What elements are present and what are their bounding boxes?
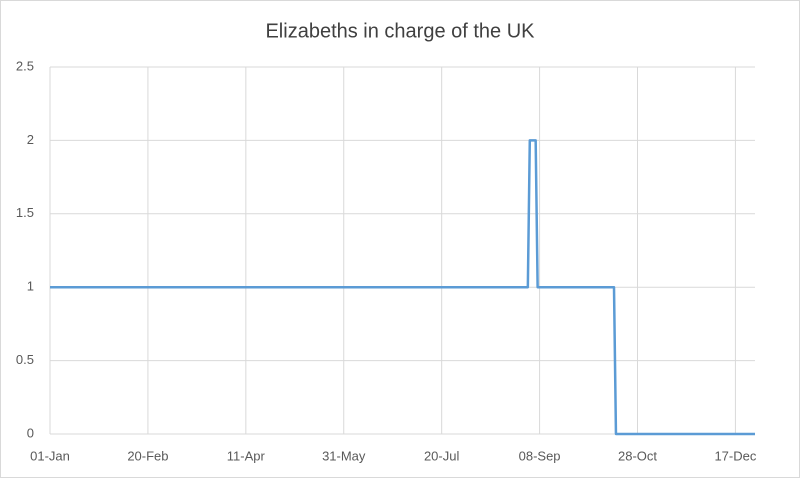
chart-title: Elizabeths in charge of the UK	[265, 20, 535, 42]
data-line	[50, 139, 755, 436]
x-tick-label: 28-Oct	[618, 448, 657, 463]
y-tick-label: 1.5	[16, 205, 34, 220]
x-tick-label: 20-Jul	[424, 448, 460, 463]
x-tick-label: 11-Apr	[227, 448, 266, 463]
y-tick-label: 0	[27, 425, 34, 440]
y-tick-label: 0.5	[16, 352, 34, 367]
x-tick-label: 31-May	[322, 448, 366, 463]
x-tick-label: 20-Feb	[127, 448, 168, 463]
y-tick-label: 1	[27, 279, 34, 294]
x-tick-label: 01-Jan	[30, 448, 70, 463]
x-tick-label: 08-Sep	[519, 448, 561, 463]
x-tick-label: 17-Dec	[714, 448, 756, 463]
y-tick-label: 2	[27, 132, 34, 147]
y-tick-label: 2.5	[16, 58, 34, 73]
